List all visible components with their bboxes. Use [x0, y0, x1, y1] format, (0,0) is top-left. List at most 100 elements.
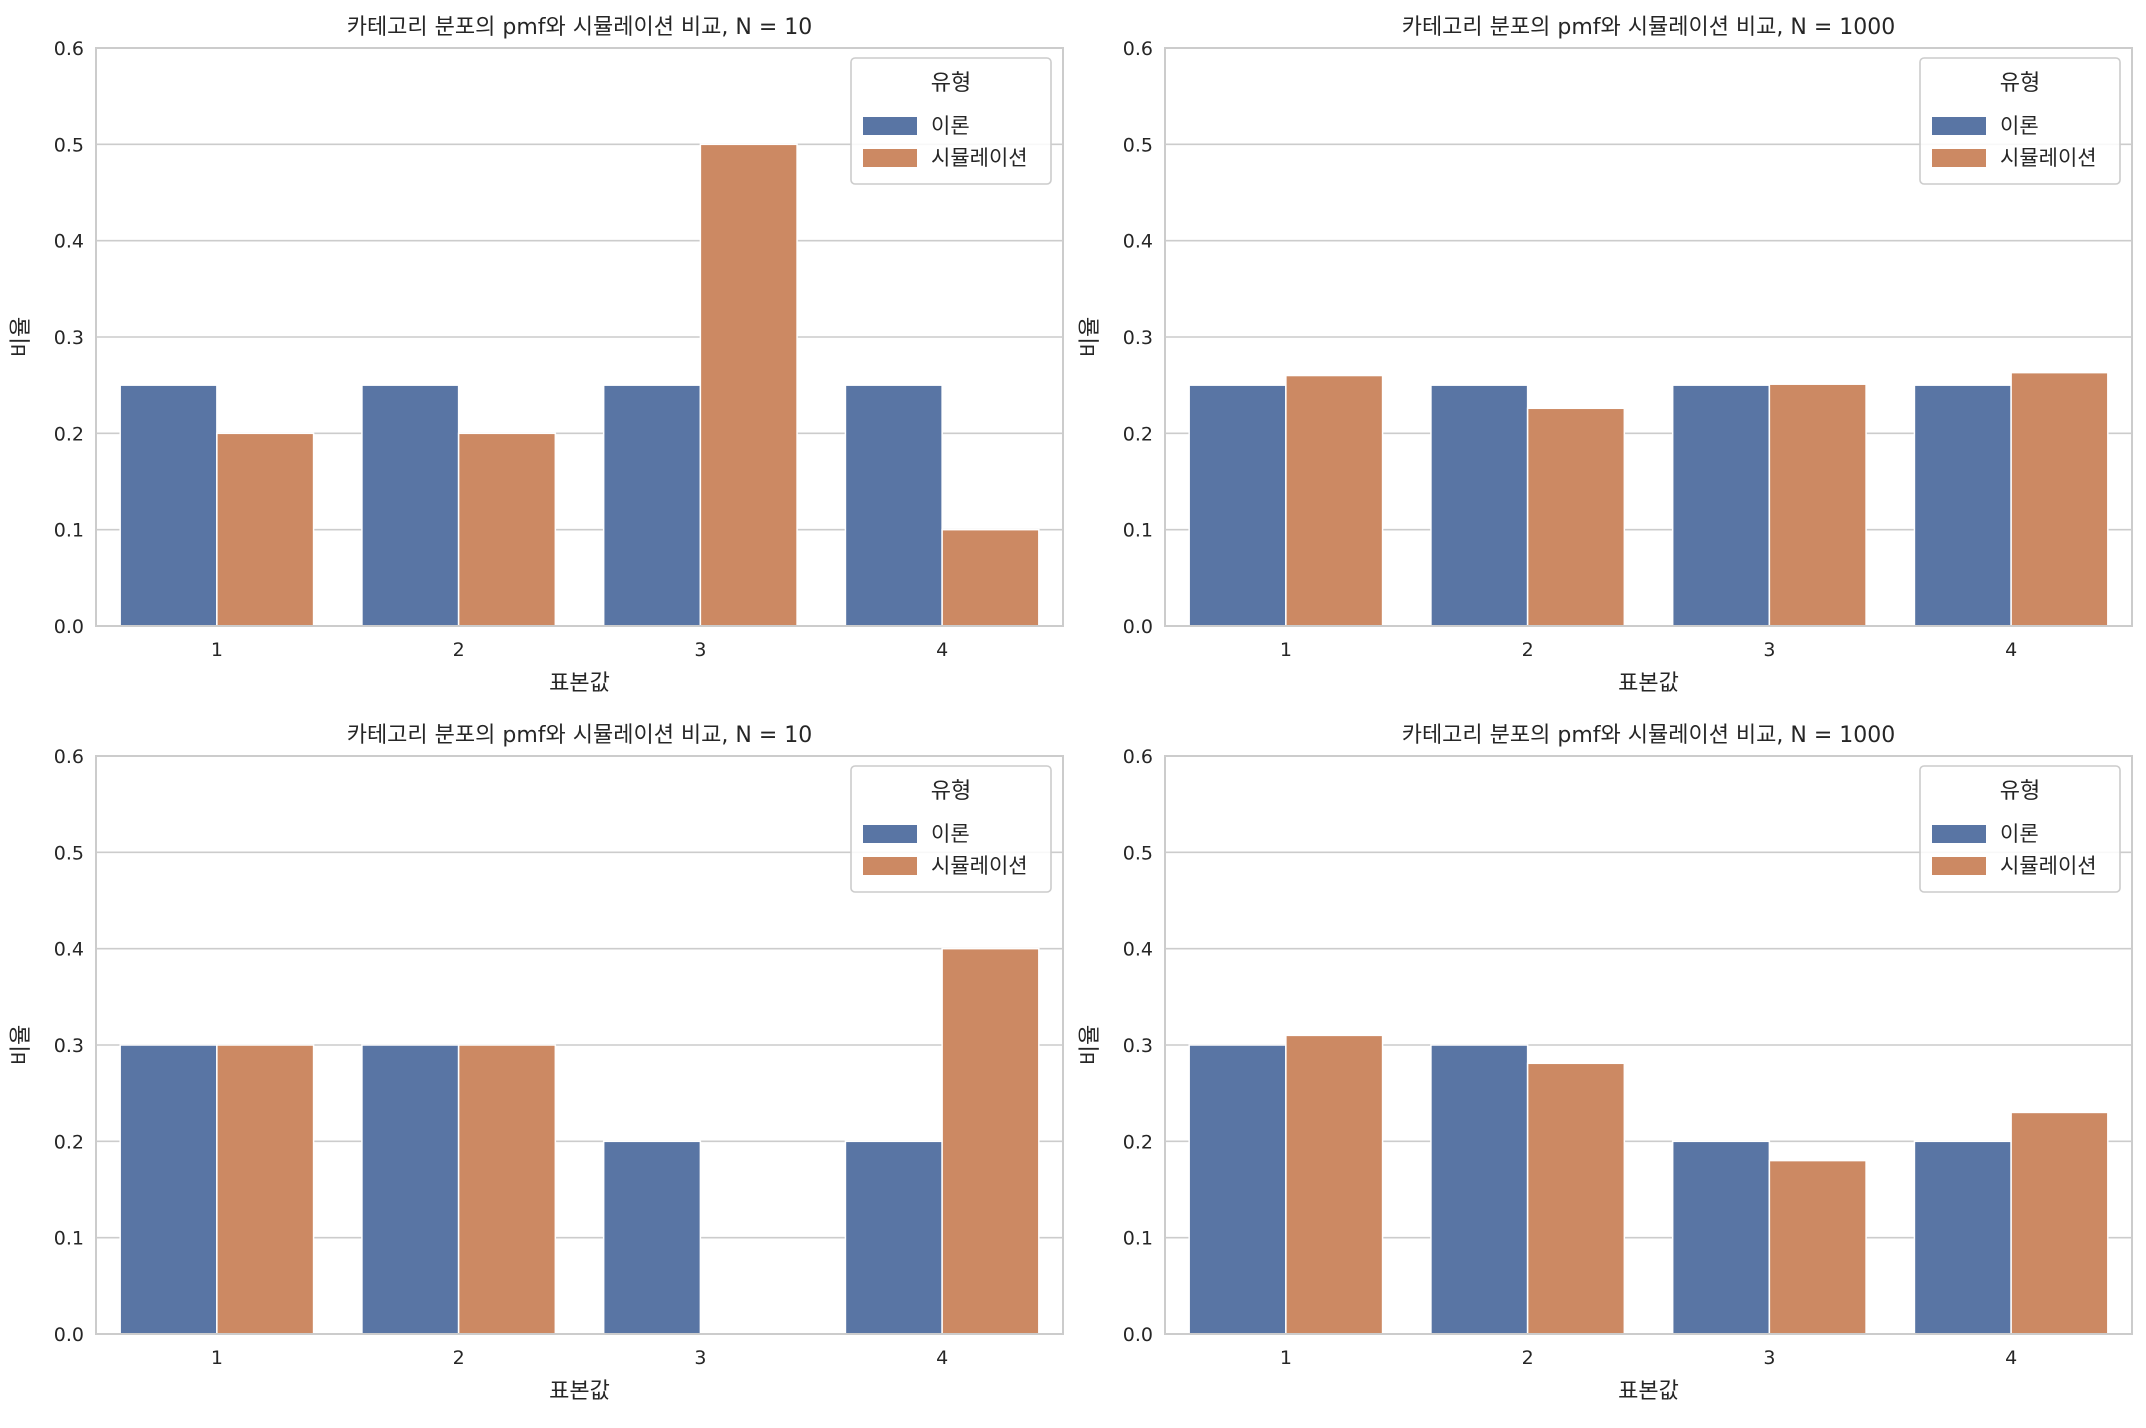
y-tick-label: 0.1	[1123, 1228, 1153, 1250]
bar-simulation-4	[2010, 1111, 2109, 1335]
y-tick-label: 0.3	[1123, 1035, 1153, 1057]
legend-title: 유형	[2000, 71, 2040, 96]
y-tick-label: 0.2	[1123, 423, 1153, 445]
bar-simulation-3	[1768, 383, 1867, 627]
x-tick-label: 2	[453, 1347, 465, 1369]
bar-simulation-1	[216, 432, 315, 627]
bar-simulation-3	[699, 143, 798, 627]
legend-title: 유형	[931, 71, 971, 96]
legend-title: 유형	[2000, 779, 2040, 804]
x-tick-label: 3	[1763, 639, 1775, 661]
x-axis-label: 표본값	[549, 1379, 610, 1404]
legend-swatch-simulation	[1932, 149, 1986, 167]
x-tick-label: 1	[211, 639, 223, 661]
x-tick-label: 4	[936, 1347, 948, 1369]
bar-simulation-4	[941, 947, 1040, 1335]
y-tick-label: 0.2	[1123, 1131, 1153, 1153]
y-tick-label: 0.6	[54, 38, 84, 60]
y-tick-label: 0.1	[54, 520, 84, 542]
axes-frame	[1164, 47, 2133, 627]
chart-panel-1: 0.0 0.1 0.2 0.3 0.4 0.5 0.6 1 2 3 4 카테고리 분포의 pmf와 시…	[9, 15, 1064, 696]
y-tick-label: 0.2	[54, 423, 84, 445]
bar-theory-2	[1430, 1044, 1529, 1335]
bar-theory-4	[844, 1140, 943, 1335]
chart-title: 카테고리 분포의 pmf와 시뮬레이션 비교, N = 1000	[1402, 723, 1896, 748]
legend-label-simulation: 시뮬레이션	[2000, 146, 2097, 170]
y-tick-label: 0.3	[54, 1035, 84, 1057]
chart-panel-4: 0.0 0.1 0.2 0.3 0.4 0.5 0.6 1 2 3 4 카테고리 분포의 pmf와 시…	[1078, 723, 2133, 1404]
bar-simulation-2	[1526, 1062, 1626, 1335]
chart-panel-2: 0.0 0.1 0.2 0.3 0.4 0.5 0.6 1 2 3 4 카테고리 분포의 pmf와 시…	[1078, 15, 2133, 696]
bar-theory-4	[1913, 1140, 2012, 1335]
bar-simulation-1	[1285, 1034, 1384, 1335]
axes-frame	[1164, 755, 2133, 1335]
bar-simulation-1	[1285, 374, 1384, 627]
x-tick-label: 4	[2005, 639, 2017, 661]
legend-label-theory: 이론	[2000, 822, 2039, 846]
y-tick-label: 0.3	[54, 327, 84, 349]
x-tick-label: 1	[1280, 1347, 1292, 1369]
y-tick-label: 0.4	[54, 231, 84, 253]
y-tick-label: 0.0	[54, 1324, 84, 1346]
bar-simulation-3	[1768, 1159, 1867, 1335]
x-tick-label: 3	[694, 1347, 706, 1369]
y-tick-label: 0.3	[1123, 327, 1153, 349]
bar-theory-2	[1430, 384, 1529, 627]
y-tick-label: 0.4	[1123, 231, 1153, 253]
legend-swatch-theory	[863, 825, 917, 843]
x-tick-label: 3	[694, 639, 706, 661]
x-tick-label: 4	[2005, 1347, 2017, 1369]
y-tick-label: 0.0	[54, 616, 84, 638]
y-axis-label: 비율	[1078, 317, 1103, 357]
legend-swatch-theory	[1932, 825, 1986, 843]
bar-simulation-4	[941, 528, 1040, 627]
x-tick-label: 4	[936, 639, 948, 661]
y-tick-label: 0.5	[54, 134, 84, 156]
y-tick-label: 0.6	[1123, 38, 1153, 60]
bar-theory-1	[1188, 384, 1287, 627]
bar-theory-1	[1188, 1044, 1287, 1335]
x-axis-label: 표본값	[1618, 671, 1679, 696]
x-tick-label: 1	[211, 1347, 223, 1369]
y-tick-label: 0.2	[54, 1131, 84, 1153]
axes-frame	[95, 47, 1064, 627]
y-tick-label: 0.0	[1123, 616, 1153, 638]
bar-theory-3	[1671, 1140, 1771, 1335]
bar-theory-1	[119, 1044, 218, 1335]
x-tick-label: 3	[1763, 1347, 1775, 1369]
bar-simulation-4	[2010, 371, 2109, 627]
bar-simulation-2	[457, 1044, 557, 1335]
chart-title: 카테고리 분포의 pmf와 시뮬레이션 비교, N = 10	[347, 723, 813, 748]
y-axis-label: 비율	[9, 1025, 34, 1065]
legend-label-simulation: 시뮬레이션	[2000, 854, 2097, 878]
y-axis-label: 비율	[9, 317, 34, 357]
y-tick-label: 0.6	[1123, 746, 1153, 768]
bar-simulation-1	[216, 1044, 315, 1335]
x-axis-label: 표본값	[1618, 1379, 1679, 1404]
bar-theory-3	[602, 1140, 702, 1335]
bar-theory-4	[1913, 384, 2012, 627]
legend-swatch-simulation	[863, 149, 917, 167]
bar-theory-3	[602, 384, 702, 627]
y-tick-label: 0.4	[1123, 939, 1153, 961]
bar-theory-3	[1671, 384, 1771, 627]
x-axis-label: 표본값	[549, 671, 610, 696]
x-tick-label: 2	[1522, 639, 1534, 661]
y-tick-label: 0.0	[1123, 1324, 1153, 1346]
bar-theory-4	[844, 384, 943, 627]
legend-title: 유형	[931, 779, 971, 804]
y-tick-label: 0.4	[54, 939, 84, 961]
bar-theory-2	[361, 1044, 460, 1335]
x-tick-label: 2	[1522, 1347, 1534, 1369]
legend-label-theory: 이론	[931, 822, 970, 846]
y-tick-label: 0.6	[54, 746, 84, 768]
bar-theory-1	[119, 384, 218, 627]
y-tick-label: 0.1	[54, 1228, 84, 1250]
chart-title: 카테고리 분포의 pmf와 시뮬레이션 비교, N = 10	[347, 15, 813, 40]
legend-label-simulation: 시뮬레이션	[931, 146, 1028, 170]
y-tick-label: 0.1	[1123, 520, 1153, 542]
